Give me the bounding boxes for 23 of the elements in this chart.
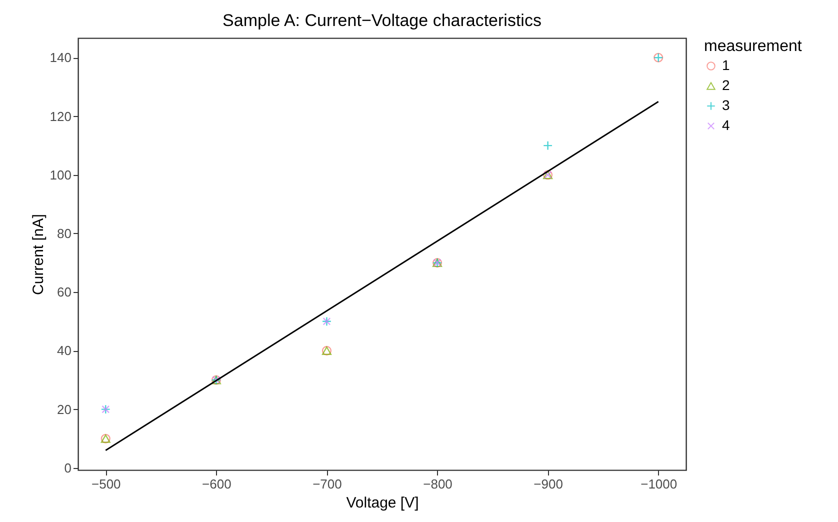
y-tick-label: 140 [50, 50, 72, 66]
chart-title: Sample A: Current−Voltage characteristics [222, 11, 542, 30]
y-tick-label: 120 [50, 108, 72, 124]
legend-label: 4 [722, 117, 730, 133]
y-tick-label: 40 [57, 343, 72, 358]
x-tick-label: −700 [312, 476, 342, 492]
x-tick-label: −900 [534, 476, 563, 492]
y-tick-label: 0 [64, 460, 72, 476]
x-tick-label: −800 [423, 476, 452, 492]
point [543, 140, 553, 150]
y-tick-label: 20 [57, 402, 72, 417]
x-tick-label: −1000 [640, 476, 678, 492]
y-tick-label: 100 [50, 167, 72, 182]
x-tick-label: −500 [91, 476, 121, 492]
y-tick-label: 80 [57, 226, 72, 241]
y-tick-label: 60 [57, 284, 72, 300]
x-axis-title: Voltage [V] [346, 494, 419, 512]
x-tick-label: −600 [202, 476, 232, 492]
y-axis-title: Current [nA] [30, 214, 47, 295]
legend-label: 1 [722, 57, 730, 73]
legend-title: measurement [704, 38, 802, 55]
legend-label: 2 [722, 77, 730, 93]
legend-label: 3 [722, 97, 730, 113]
